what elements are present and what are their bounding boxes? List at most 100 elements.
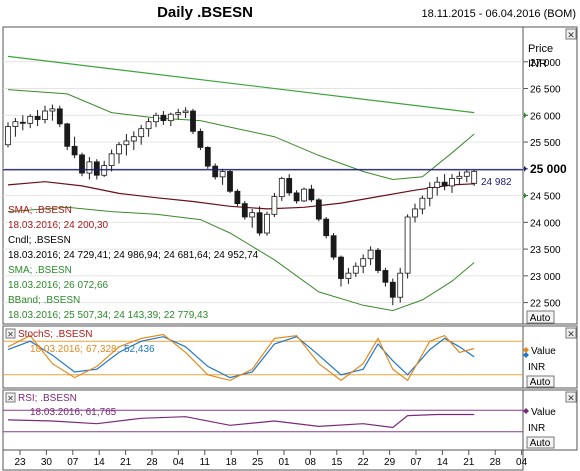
price-axis-title: Price	[528, 43, 553, 55]
stoch-k-series	[7, 333, 475, 382]
bband-lower-series	[7, 206, 475, 312]
price-tick-label: 27 000	[530, 58, 561, 69]
x-tick-label: 14	[437, 457, 449, 468]
candle-body	[471, 170, 478, 184]
candle-body	[108, 153, 115, 166]
candle-body	[212, 165, 219, 178]
candle-body	[412, 208, 418, 218]
candle-body	[27, 115, 34, 124]
bband-lines	[7, 89, 475, 312]
current-price-label: 24 982	[481, 177, 512, 188]
bband-values: 18.03.2016; 25 507,34; 24 143,39; 22 779…	[8, 310, 209, 321]
diamond-marker-icon	[523, 347, 529, 353]
stoch-value-k: 67,328;	[86, 344, 119, 355]
x-tick-label: 04	[516, 457, 528, 468]
svg-text:✕: ✕	[7, 394, 14, 403]
candle-body	[338, 256, 344, 279]
x-tick-label: 21	[463, 457, 475, 468]
bband-upper-series	[7, 89, 475, 181]
price-tick-label: 26 000	[530, 111, 561, 122]
candle-body	[93, 161, 100, 176]
candle-body	[419, 197, 426, 210]
price-close-button[interactable]: ✕	[565, 28, 577, 40]
candle-body	[190, 110, 196, 132]
candle-body	[56, 108, 63, 125]
candle-body	[227, 171, 233, 192]
price-tick-label: 24 000	[530, 218, 561, 229]
x-tick-label: 23	[14, 457, 26, 468]
candle-body	[12, 121, 19, 127]
price-tick-label: 25 000	[530, 162, 567, 176]
price-axis-area	[522, 26, 578, 325]
candle-body	[175, 112, 182, 115]
stoch-panel[interactable]	[2, 325, 524, 389]
candle-body	[182, 110, 189, 114]
x-tick-label: 08	[305, 457, 317, 468]
candle-body	[49, 108, 56, 112]
stoch-axis-unit: INR	[528, 362, 545, 373]
rsi-axis-unit: INR	[528, 423, 545, 434]
stoch-auto-button[interactable]: Auto	[526, 375, 555, 388]
date-range: 18.11.2015 - 06.04.2016 (BOM)	[421, 8, 576, 20]
candle-body	[123, 140, 130, 146]
candle-body	[271, 196, 278, 215]
candle-body	[382, 270, 389, 283]
candle-body	[19, 121, 26, 124]
candle-body	[404, 216, 411, 274]
candle-body	[449, 178, 455, 187]
x-tick-label: 30	[41, 457, 53, 468]
price-tick-label: 25 500	[530, 138, 561, 149]
close-icon: ✕	[567, 30, 575, 40]
rsi-auto-button[interactable]: Auto	[526, 436, 555, 449]
candle-body	[5, 126, 11, 146]
stoch-lines	[3, 333, 523, 382]
stoch-close-icon[interactable]: ✕	[5, 328, 16, 339]
candle-body	[456, 175, 463, 179]
x-tick-label: 14	[94, 457, 106, 468]
rsi-axis-title: Value	[531, 407, 556, 418]
candle-body	[42, 110, 48, 120]
sma1-label: SMA; .BSESN	[8, 205, 72, 216]
rsi-close-button[interactable]: ✕	[565, 391, 577, 403]
close-icon: ✕	[567, 393, 575, 403]
stoch-close-button[interactable]: ✕	[565, 327, 577, 339]
candle-body	[167, 113, 174, 122]
x-tick-label: 21	[120, 457, 132, 468]
candle-body	[34, 115, 41, 120]
price-tick-label: 23 500	[530, 245, 561, 256]
candle-body	[219, 171, 226, 178]
stoch-date: 18.03.2016;	[30, 344, 83, 355]
candle-body	[145, 121, 152, 130]
candle-body	[286, 178, 293, 194]
x-tick-label: 29	[384, 457, 396, 468]
candle-body	[389, 281, 396, 298]
x-tick-label: 15	[331, 457, 343, 468]
candle-body	[301, 188, 307, 202]
x-ticks: 23 30 07 14 21 28 04 11 18 25 01 08 15 22 29 07 14 21 28 04	[14, 450, 528, 468]
sma1-values: 18.03.2016; 24 200,30	[8, 220, 109, 231]
price-auto-button[interactable]: Auto	[526, 310, 555, 324]
candle-body	[345, 272, 352, 279]
candle-body	[323, 218, 330, 237]
rsi-close-icon[interactable]: ✕	[5, 392, 16, 403]
price-tick-label: 26 500	[530, 85, 561, 96]
candle-label: Cndl; .BSESN	[8, 235, 71, 246]
close-icon: ✕	[567, 329, 575, 339]
candle-body	[197, 130, 204, 148]
candle-body	[101, 165, 108, 176]
stoch-d-series	[7, 336, 475, 379]
candle-body	[264, 213, 270, 234]
diamond-marker-icon	[523, 352, 529, 358]
sma2-values: 18.03.2016; 26 072,66	[8, 280, 109, 291]
candle-body	[204, 147, 211, 167]
svg-text:✕: ✕	[7, 330, 14, 339]
time-axis[interactable]	[2, 449, 524, 471]
rsi-lines	[3, 409, 523, 433]
x-tick-label: 07	[410, 457, 422, 468]
candle-body	[234, 190, 241, 204]
candle-body	[375, 249, 381, 271]
price-axis-unit: INR	[528, 58, 547, 70]
rsi-panel[interactable]	[2, 389, 524, 451]
candle-body	[463, 171, 470, 177]
